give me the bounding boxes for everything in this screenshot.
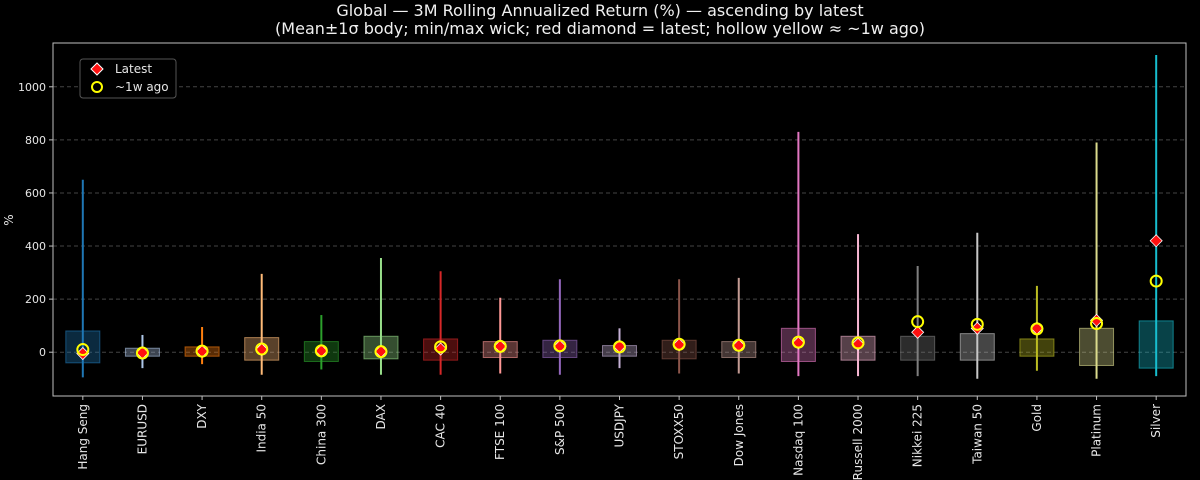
- week-ago-marker: [613, 340, 626, 354]
- x-tick-label: DAX: [374, 404, 388, 429]
- box-dax: [363, 257, 399, 375]
- week-ago-marker: [791, 335, 805, 349]
- week-ago-marker: [314, 344, 328, 358]
- x-tick-label: S&P 500: [553, 404, 567, 455]
- x-tick-label: Russell 2000: [851, 404, 865, 480]
- legend-box: [79, 58, 177, 99]
- box-dxy: [184, 326, 220, 365]
- y-tick-label: 600: [25, 187, 46, 200]
- legend-week-ago-marker: [91, 81, 103, 93]
- plot-frame: [52, 42, 1187, 397]
- x-tick-label: Platinum: [1090, 404, 1104, 457]
- week-ago-marker: [1030, 322, 1044, 336]
- x-tick-label: USDJPY: [613, 403, 627, 447]
- x-tick-label: DXY: [195, 403, 209, 428]
- x-tick-label: CAC 40: [434, 404, 448, 448]
- week-ago-marker: [672, 337, 686, 351]
- y-tick-label: 200: [25, 293, 46, 306]
- y-tick-label: 0: [39, 346, 46, 359]
- chart-title: Global — 3M Rolling Annualized Return (%…: [336, 1, 864, 20]
- box-gold: [1019, 285, 1055, 371]
- week-ago-marker: [732, 338, 746, 352]
- chart-subtitle: (Mean±1σ body; min/max wick; red diamond…: [275, 19, 925, 38]
- legend: Latest ~1w ago: [79, 58, 177, 99]
- x-tick-label: STOXX50: [672, 404, 686, 459]
- x-tick-label: Gold: [1030, 404, 1044, 432]
- latest-marker: [76, 346, 90, 361]
- box-china-300: [303, 315, 339, 370]
- box-eurusd: [124, 334, 160, 369]
- y-tick-label: 1000: [18, 81, 46, 94]
- week-ago-marker: [135, 346, 149, 360]
- box-silver: [1138, 54, 1174, 377]
- box-usdjpy: [602, 328, 637, 369]
- y-axis-label: %: [2, 214, 16, 225]
- week-ago-marker: [76, 343, 90, 357]
- week-ago-marker: [851, 336, 865, 350]
- box-ftse-100: [482, 297, 518, 374]
- box-russell-2000: [840, 234, 876, 377]
- week-ago-marker: [195, 344, 209, 358]
- latest-marker: [970, 321, 984, 335]
- latest-marker: [1149, 234, 1163, 248]
- week-ago-marker: [553, 339, 567, 353]
- x-tick-label: Dow Jones: [732, 404, 746, 466]
- week-ago-marker: [434, 340, 448, 354]
- legend-latest-label: Latest: [115, 62, 152, 76]
- week-ago-marker: [374, 345, 388, 359]
- box-s-p-500: [542, 279, 578, 375]
- box-stoxx50: [661, 279, 697, 374]
- x-tick-label: Nikkei 225: [911, 404, 925, 467]
- y-axis: 0 200 400 600 800 1000: [18, 81, 53, 359]
- x-tick-label: Hang Seng: [76, 404, 90, 470]
- box-platinum: [1079, 142, 1115, 379]
- legend-week-ago-label: ~1w ago: [115, 80, 169, 94]
- week-ago-marker: [1090, 317, 1104, 331]
- x-axis: Hang Seng EURUSD DXY India 50 China 300 DAX CA…: [76, 396, 1163, 480]
- box-nasdaq-100: [780, 131, 816, 377]
- latest-marker: [911, 325, 925, 339]
- week-ago-marker: [911, 315, 925, 329]
- x-tick-label: Nasdaq 100: [791, 404, 805, 476]
- x-tick-label: Taiwan 50: [970, 404, 984, 465]
- x-tick-label: EURUSD: [135, 404, 149, 454]
- week-ago-marker: [493, 339, 507, 353]
- week-ago-marker: [255, 342, 269, 356]
- y-tick-label: 400: [25, 240, 46, 253]
- x-tick-label: FTSE 100: [493, 404, 507, 460]
- box-india-50: [244, 273, 280, 375]
- x-tick-label: India 50: [255, 404, 269, 453]
- box-nikkei-225: [900, 265, 936, 377]
- legend-latest-marker: [90, 62, 104, 76]
- x-tick-label: Silver: [1149, 404, 1163, 438]
- box-taiwan-50: [959, 232, 995, 379]
- y-tick-label: 800: [25, 134, 46, 147]
- box-dow-jones: [721, 277, 757, 374]
- latest-marker: [1089, 313, 1104, 327]
- x-tick-label: China 300: [314, 404, 328, 465]
- box-hang-seng: [65, 179, 101, 378]
- box-series: [65, 54, 1174, 379]
- box-cac-40: [423, 271, 459, 375]
- week-ago-marker: [1149, 274, 1163, 288]
- gridlines: [53, 86, 1186, 353]
- week-ago-marker: [970, 317, 984, 331]
